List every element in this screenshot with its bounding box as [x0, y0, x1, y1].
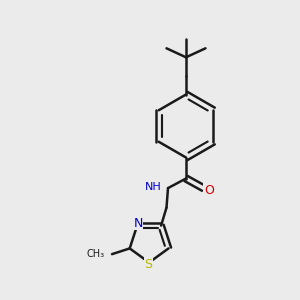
- Text: S: S: [144, 258, 152, 271]
- Text: N: N: [133, 217, 143, 230]
- Text: CH₃: CH₃: [86, 249, 104, 259]
- Text: NH: NH: [145, 182, 162, 192]
- Text: O: O: [204, 184, 214, 197]
